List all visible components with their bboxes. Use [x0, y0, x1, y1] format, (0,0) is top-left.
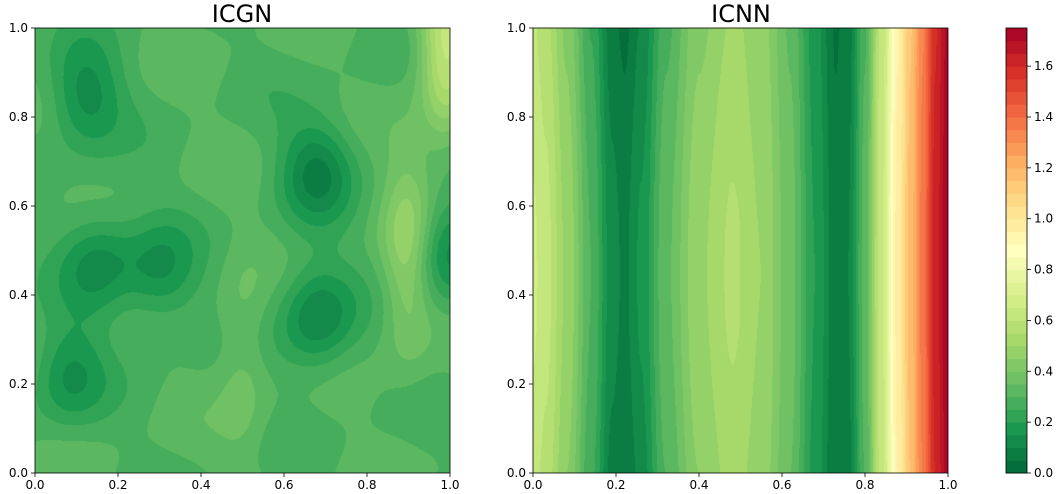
icnn-plot-frame	[532, 27, 949, 474]
colorbar-tick-label: 1.6	[1034, 59, 1053, 73]
icgn-ytick-label: 1.0	[9, 21, 28, 35]
colorbar-band	[1006, 396, 1027, 410]
colorbar-band	[1006, 358, 1027, 372]
colorbar-band	[1006, 320, 1027, 334]
colorbar-band	[1006, 180, 1027, 194]
icnn-xtick-label: 0.0	[523, 478, 542, 492]
icgn-ytick-label: 0.0	[9, 466, 28, 480]
colorbar-band	[1006, 434, 1027, 449]
icgn-xtick-label: 0.8	[357, 478, 376, 492]
colorbar-frame	[1005, 27, 1028, 474]
colorbar-band	[1006, 117, 1027, 131]
icgn-heatmap	[35, 28, 450, 473]
colorbar-band	[1006, 78, 1027, 93]
colorbar-ticks: 0.0 0.2 0.4 0.6 0.8 1.0 1.2 1.4 1.6	[1027, 59, 1053, 480]
icnn-ytick-label: 1.0	[507, 21, 526, 35]
colorbar-tick-label: 0.0	[1034, 466, 1053, 480]
colorbar-band	[1006, 256, 1027, 271]
icnn-heatmap-container	[533, 28, 948, 473]
colorbar-tick-label: 0.4	[1034, 364, 1053, 378]
colorbar-band	[1006, 193, 1027, 207]
icnn-panel: ICNN 0.0 0.2 0.4 0.6 0.8 1.0 0.0 0.2 0.4 0.6 0.8 1.…	[507, 0, 958, 492]
colorbar-band	[1006, 231, 1027, 245]
icnn-xtick-label: 0.2	[606, 478, 625, 492]
icgn-ytick-label: 0.6	[9, 199, 28, 213]
colorbar-band	[1006, 384, 1027, 398]
colorbar-band	[1006, 447, 1027, 461]
colorbar-tick-label: 0.6	[1034, 313, 1053, 327]
icnn-ytick-label: 0.8	[507, 110, 526, 124]
colorbar-band	[1006, 104, 1027, 118]
icgn-xtick-label: 0.4	[191, 478, 210, 492]
colorbar-band	[1006, 295, 1027, 309]
icnn-xtick-label: 0.8	[855, 478, 874, 492]
icgn-heatmap-container	[35, 28, 450, 473]
colorbar-band	[1006, 307, 1027, 321]
colorbar-band	[1006, 333, 1027, 347]
colorbar-band	[1006, 91, 1027, 105]
colorbar-band	[1006, 269, 1027, 283]
colorbar-tick-label: 1.0	[1034, 212, 1053, 226]
colorbar-band	[1006, 28, 1027, 42]
colorbar-band	[1006, 282, 1027, 296]
colorbar-band	[1006, 460, 1027, 474]
icgn-plot-frame	[34, 27, 451, 474]
colorbar: 0.0 0.2 0.4 0.6 0.8 1.0 1.2 1.4 1.6	[1005, 27, 1053, 480]
icnn-ytick-label: 0.0	[507, 466, 526, 480]
icnn-ytick-label: 0.2	[507, 377, 526, 391]
colorbar-band	[1006, 422, 1027, 436]
icgn-ytick-label: 0.4	[9, 288, 28, 302]
colorbar-tick-label: 0.8	[1034, 263, 1053, 277]
colorbar-band	[1006, 40, 1027, 54]
icnn-ytick-label: 0.4	[507, 288, 526, 302]
icgn-axes: 0.0 0.2 0.4 0.6 0.8 1.0 0.0 0.2 0.4 0.6 0.8 1.0	[9, 21, 460, 492]
colorbar-band	[1006, 129, 1027, 143]
icnn-xtick-label: 0.4	[689, 478, 708, 492]
icgn-panel: ICGN 0.0 0.2 0.4 0.6 0.8 1.0 0.0 0.2 0.4 0.6 0.8 1.…	[9, 0, 460, 492]
colorbar-band	[1006, 206, 1027, 220]
icnn-xtick-label: 0.6	[772, 478, 791, 492]
icgn-title: ICGN	[212, 0, 272, 28]
colorbar-band	[1006, 142, 1027, 156]
icgn-xtick-label: 0.2	[108, 478, 127, 492]
colorbar-tick-label: 0.2	[1034, 415, 1053, 429]
colorbar-band	[1006, 155, 1027, 169]
icnn-heatmap	[533, 28, 948, 473]
colorbar-band	[1006, 53, 1027, 67]
colorbar-tick-label: 1.2	[1034, 161, 1053, 175]
colorbar-band	[1006, 167, 1027, 182]
colorbar-band	[1006, 218, 1027, 232]
colorbar-band	[1006, 345, 1027, 360]
icnn-title: ICNN	[711, 0, 771, 28]
colorbar-bands	[1006, 28, 1027, 474]
colorbar-band	[1006, 409, 1027, 423]
icgn-xtick-label: 1.0	[440, 478, 459, 492]
colorbar-band	[1006, 66, 1027, 80]
icnn-xtick-label: 1.0	[938, 478, 957, 492]
colorbar-band	[1006, 371, 1027, 385]
icgn-ytick-label: 0.2	[9, 377, 28, 391]
icnn-ytick-label: 0.6	[507, 199, 526, 213]
icnn-axes: 0.0 0.2 0.4 0.6 0.8 1.0 0.0 0.2 0.4 0.6 0.8 1.0	[507, 21, 958, 492]
icgn-ytick-label: 0.8	[9, 110, 28, 124]
colorbar-band	[1006, 244, 1027, 258]
colorbar-tick-label: 1.4	[1034, 110, 1053, 124]
icgn-xtick-label: 0.0	[25, 478, 44, 492]
icgn-xtick-label: 0.6	[274, 478, 293, 492]
